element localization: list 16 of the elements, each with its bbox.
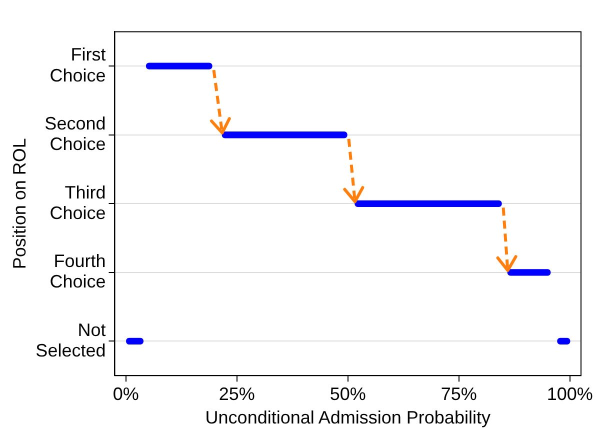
x-tick-label: 100%	[546, 384, 593, 404]
y-tick-label: Not Selected	[36, 320, 106, 361]
bar	[222, 132, 348, 138]
bar	[507, 269, 551, 276]
x-tick-label: 25%	[218, 384, 255, 404]
y-tick-label: Fourth Choice	[50, 251, 106, 292]
y-tick-label: Third Choice	[50, 182, 106, 223]
y-axis-title: Position on ROL	[9, 138, 30, 270]
x-tick-label: 75%	[440, 384, 477, 404]
y-tick-label: Second Choice	[44, 113, 106, 154]
bar	[354, 200, 502, 207]
x-tick-label: 50%	[330, 384, 366, 404]
y-tick-label: First Choice	[50, 44, 106, 86]
x-axis-title: Unconditional Admission Probability	[205, 408, 490, 428]
bar	[146, 62, 212, 70]
x-tick-label: 0%	[112, 384, 139, 404]
